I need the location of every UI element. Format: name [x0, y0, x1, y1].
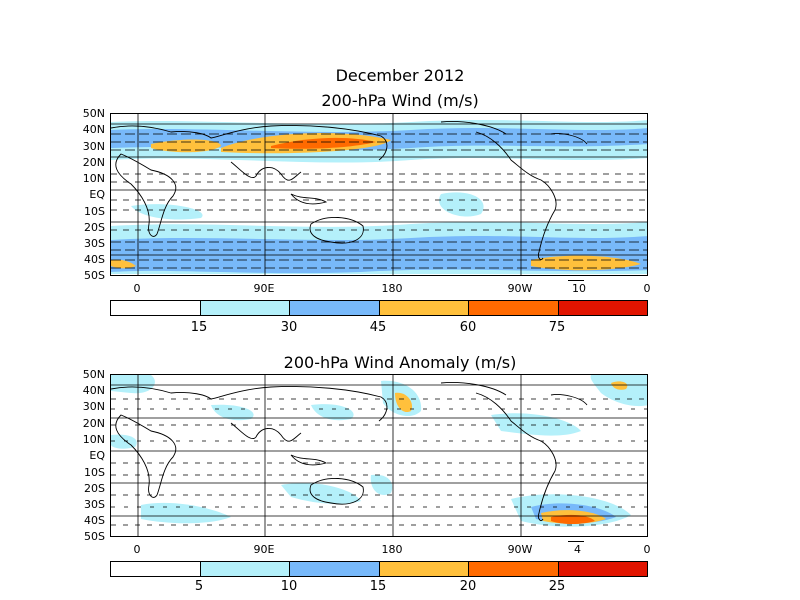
panel2-lat-label: 40N — [82, 384, 105, 397]
panel1-lon-label: 0 — [133, 282, 141, 295]
panel1-lat-label: 10N — [82, 172, 105, 185]
panel1-lat-label: 20N — [82, 156, 105, 169]
panel2-grid — [111, 375, 647, 536]
colorbar-tick: 60 — [459, 320, 477, 335]
colorbar-segment — [111, 301, 201, 315]
colorbar-tick: 15 — [369, 579, 387, 594]
panel1-map-svg — [111, 114, 647, 275]
panel1-map — [110, 113, 648, 276]
panel2-lat-label: 30S — [84, 498, 105, 511]
colorbar-segment — [200, 301, 290, 315]
colorbar-segment — [558, 301, 647, 315]
panel1-colorbar — [110, 300, 648, 316]
panel1-shading — [111, 120, 647, 274]
colorbar-tick: 45 — [369, 320, 387, 335]
panel2-lon-label: 180 — [381, 543, 403, 556]
colorbar-tick: 10 — [280, 579, 298, 594]
panel2-coastlines — [111, 382, 588, 522]
panel2-lat-label: 20N — [82, 417, 105, 430]
colorbar-segment — [290, 562, 380, 576]
panel2-title: 200-hPa Wind Anomaly (m/s) — [283, 353, 517, 372]
panel2-lat-label: 30N — [82, 400, 105, 413]
panel1-lon-label: 0 — [643, 282, 651, 295]
panel1-lat-label: 30N — [82, 140, 105, 153]
panel1-lon-label: 90E — [253, 282, 275, 295]
panel2-lat-label: EQ — [89, 449, 105, 462]
panel1-ref-vector-label: 10 — [572, 282, 586, 295]
panel1-lat-label: 30S — [84, 237, 105, 250]
panel1-title: 200-hPa Wind (m/s) — [321, 91, 479, 110]
panel2-colorbar — [110, 561, 648, 577]
panel2-ref-vector-arrow — [568, 541, 584, 542]
colorbar-tick: 30 — [280, 320, 298, 335]
panel2-shading — [111, 375, 647, 527]
panel2-vectors — [111, 398, 647, 526]
colorbar-segment — [379, 301, 469, 315]
panel2-lat-label: 40S — [84, 514, 105, 527]
panel2-lat-label: 50N — [82, 368, 105, 381]
panel1-lat-label: 40S — [84, 253, 105, 266]
colorbar-segment — [558, 562, 647, 576]
panel2-lat-label: 20S — [84, 482, 105, 495]
panel1-lat-label: 50S — [84, 269, 105, 282]
panel2-lon-label: 90W — [507, 543, 533, 556]
colorbar-segment — [111, 562, 201, 576]
panel1-lon-label: 180 — [381, 282, 403, 295]
colorbar-tick: 15 — [190, 320, 208, 335]
colorbar-tick: 5 — [194, 579, 204, 594]
colorbar-tick: 25 — [548, 579, 566, 594]
panel1-vectors — [111, 133, 647, 269]
panel2-lon-label: 90E — [253, 543, 275, 556]
colorbar-tick: 75 — [548, 320, 566, 335]
panel1-lat-label: 40N — [82, 123, 105, 136]
panel2-lon-label: 0 — [133, 543, 141, 556]
colorbar-segment — [469, 562, 559, 576]
panel1-lat-label: EQ — [89, 188, 105, 201]
panel1-lat-label: 20S — [84, 221, 105, 234]
panel2-map-svg — [111, 375, 647, 536]
panel2-ref-vector-label: 4 — [574, 543, 581, 556]
panel1-lat-label: 10S — [84, 205, 105, 218]
colorbar-segment — [290, 301, 380, 315]
panel1-lat-label: 50N — [82, 107, 105, 120]
panel1-lon-label: 90W — [507, 282, 533, 295]
colorbar-tick: 20 — [459, 579, 477, 594]
panel2-lon-label: 0 — [643, 543, 651, 556]
panel2-lat-label: 10N — [82, 433, 105, 446]
colorbar-segment — [469, 301, 559, 315]
panel2-lat-label: 50S — [84, 530, 105, 543]
colorbar-segment — [200, 562, 290, 576]
colorbar-segment — [379, 562, 469, 576]
figure-title: December 2012 — [335, 66, 465, 85]
panel2-lat-label: 10S — [84, 466, 105, 479]
panel2-map — [110, 374, 648, 537]
panel1-ref-vector-arrow — [568, 280, 584, 281]
